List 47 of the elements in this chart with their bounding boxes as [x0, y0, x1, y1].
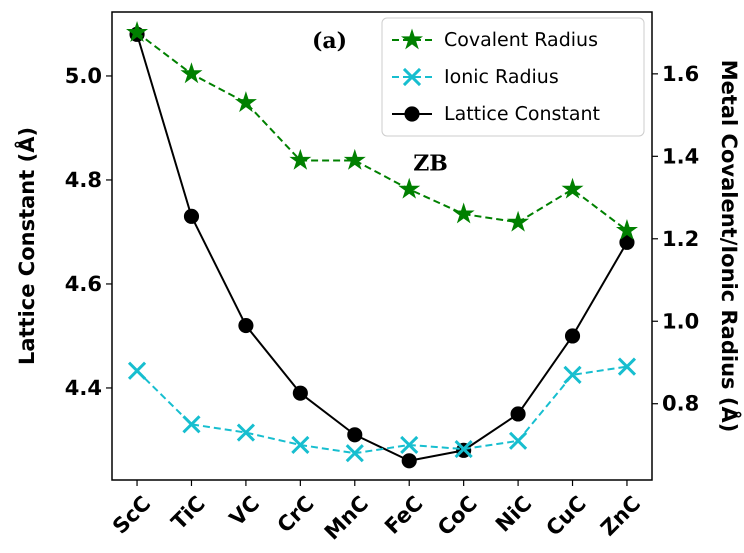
point	[345, 444, 364, 463]
point	[564, 328, 580, 344]
point	[398, 178, 420, 199]
point	[289, 148, 312, 170]
y2-tick-label: 1.4	[662, 144, 700, 168]
point	[290, 435, 310, 454]
point	[128, 361, 147, 380]
y2-tick-label: 0.8	[662, 392, 700, 416]
point	[619, 234, 635, 250]
point	[402, 453, 417, 468]
point	[562, 365, 582, 384]
y2-tick-label: 1.6	[662, 62, 700, 86]
y2-tick-label: 1.0	[662, 309, 700, 334]
point	[616, 218, 638, 240]
point	[507, 210, 530, 232]
y-tick-label: 4.6	[64, 272, 102, 296]
y-tick-label: 4.4	[64, 376, 102, 400]
y-axis-title: Lattice Constant (Å)	[14, 126, 39, 366]
point	[344, 148, 366, 170]
point	[184, 208, 200, 224]
point	[510, 406, 526, 422]
annotation: ZB	[413, 150, 448, 177]
point	[292, 386, 308, 401]
annotation: (a)	[312, 28, 348, 54]
point	[454, 440, 474, 459]
x-tick-label: CrC	[272, 491, 319, 538]
y-tick-label: 4.8	[64, 168, 102, 192]
legend-label: Lattice Constant	[444, 103, 600, 125]
x-tick-label: VC	[224, 491, 264, 531]
y-tick-label: 5.0	[64, 64, 102, 88]
point	[400, 435, 419, 454]
point	[236, 423, 256, 442]
point	[508, 431, 528, 450]
point	[562, 178, 584, 199]
point	[126, 21, 148, 42]
y2-tick-label: 1.2	[662, 226, 700, 251]
legend-label: Ionic Radius	[444, 66, 559, 88]
point	[182, 414, 202, 434]
point	[347, 427, 362, 442]
point	[238, 318, 254, 334]
legend-label: Covalent Radius	[444, 29, 598, 51]
point	[617, 357, 636, 376]
point	[234, 91, 257, 112]
x-tick-label: TiC	[166, 491, 210, 534]
point	[452, 202, 475, 224]
point	[180, 62, 202, 84]
y2-axis-title: Metal Covalent/Ionic Radius (Å)	[717, 60, 742, 432]
